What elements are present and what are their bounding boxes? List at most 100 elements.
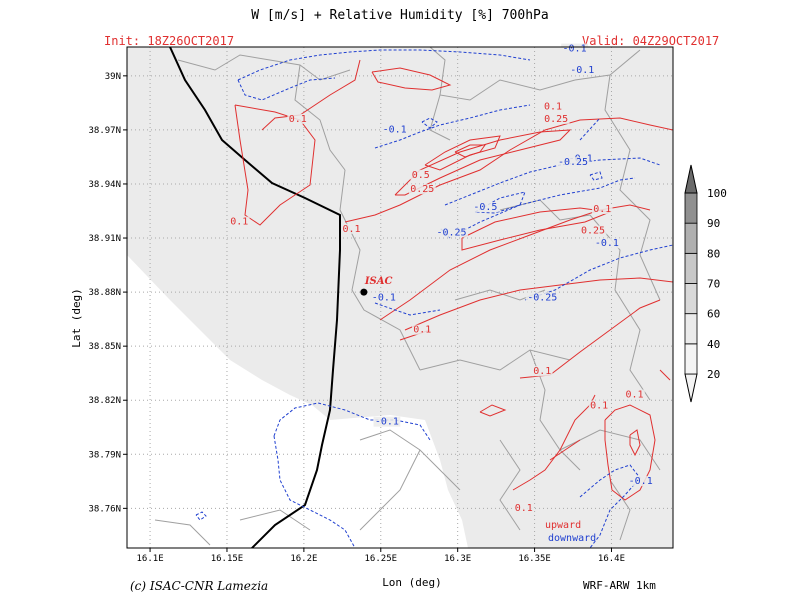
contour-label-bg [624, 389, 645, 400]
colorbar-label: 40 [707, 338, 720, 351]
y-tick-label: 38.82N [88, 396, 121, 406]
colorbar-label: 100 [707, 187, 727, 200]
contour-label-bg [471, 202, 499, 213]
contour-label-upward: 0.1 [413, 325, 431, 336]
contour-label-bg [568, 65, 596, 76]
x-axis-label: Lon (deg) [382, 576, 442, 589]
contour-label-bg [341, 223, 362, 234]
contour-label-bg [531, 366, 553, 377]
colorbar-lower-arrow [684, 373, 698, 403]
contour-label-downward: -0.1 [629, 476, 653, 487]
axis-ticks: 16.1E 16.15E 16.2E 16.25E 16.3E 16.35E 16.4E 38… [88, 72, 625, 564]
contour-label-downward: -0.25 [527, 292, 557, 303]
x-tick-label: 16.4E [598, 554, 625, 564]
contour-label-upward: 0.1 [230, 217, 248, 228]
x-tick-label: 16.1E [137, 554, 164, 564]
contour-label-upward: 0.5 [412, 170, 430, 181]
humidity-fill [127, 47, 673, 548]
contour-label-upward: 0.1 [590, 400, 608, 411]
colorbar-segment [684, 252, 698, 284]
contour-label-downward: -0.1 [383, 125, 407, 136]
colorbar-segment [684, 283, 698, 315]
contour-label-bg [370, 292, 398, 303]
contour-label-upward: 0.1 [626, 390, 644, 401]
y-tick-label: 38.85N [88, 342, 121, 352]
contour-label-bg [228, 216, 250, 227]
contour-label-bg [556, 157, 590, 168]
x-tick-label: 16.25E [365, 554, 398, 564]
colorbar-label: 20 [707, 368, 720, 381]
contour-label-bg [542, 101, 564, 112]
plot-frame [126, 46, 674, 549]
contour-label-bg [525, 292, 559, 303]
contour-label-downward: -0.1 [375, 417, 399, 428]
credit-label: (c) ISAC-CNR Lamezia [130, 579, 269, 593]
y-tick-label: 38.94N [88, 180, 121, 190]
y-tick-label: 38.91N [88, 234, 121, 244]
contour-label-upward: 0.1 [343, 224, 361, 235]
contour-label-bg [591, 203, 613, 214]
x-tick-label: 16.2E [290, 554, 317, 564]
x-tick-label: 16.3E [444, 554, 471, 564]
colorbar-segment [684, 222, 698, 254]
x-tick-label: 16.35E [518, 554, 551, 564]
valid-time: Valid: 04Z29OCT2017 [582, 34, 720, 48]
contour-label-downward: -0.25 [558, 157, 588, 168]
contour-label-bg [412, 324, 433, 335]
contour-label-downward: -0.1 [570, 65, 594, 76]
contour-labels: 0.1 0.1 0.1 0.1 0.25 0.5 0.25 0.1 0.25 0.1 0.1 0.1 0… [228, 43, 655, 514]
contour-label-downward: -0.1 [372, 292, 396, 303]
colorbar-label: 70 [707, 278, 720, 291]
contour-label-bg [513, 503, 535, 514]
contour-label-upward: 0.1 [533, 366, 551, 377]
contour-label-upward: 0.1 [515, 503, 533, 514]
coastline [169, 47, 341, 548]
downward-contours [195, 49, 673, 548]
contour-label-bg [408, 184, 436, 195]
y-tick-label: 38.97N [88, 126, 121, 136]
colorbar-segment [684, 192, 698, 224]
contour-label-upward: 0.1 [544, 101, 562, 112]
contour-label-bg [561, 43, 588, 54]
chart-title: W [m/s] + Relative Humidity [%] 700hPa [251, 8, 549, 23]
contour-label-bg [410, 169, 432, 180]
y-tick-label: 39N [105, 72, 121, 82]
contour-label-bg [373, 416, 401, 427]
contour-label-bg [579, 225, 607, 236]
contour-label-upward: 0.1 [593, 204, 611, 215]
legend-downward: downward [548, 533, 596, 544]
contour-label-bg [287, 113, 309, 124]
colorbar-upper-arrow [684, 164, 698, 194]
contour-label-downward: -0.1 [563, 44, 587, 55]
contour-label-downward: -0.25 [436, 227, 466, 238]
contour-label-bg [435, 227, 469, 238]
contour-label-upward: 0.25 [410, 184, 434, 195]
y-tick-label: 38.76N [88, 504, 121, 514]
y-axis-label: Lat (deg) [70, 288, 83, 348]
station-label: ISAC [364, 276, 393, 287]
contour-label-bg [588, 400, 610, 411]
contour-label-upward: 0.25 [581, 226, 605, 237]
contour-label-bg [542, 113, 570, 124]
init-time: Init: 18Z26OCT2017 [104, 34, 235, 48]
contour-label-upward: 0.1 [289, 114, 307, 125]
y-tick-label: 38.88N [88, 288, 121, 298]
model-label: WRF-ARW 1km [583, 579, 656, 592]
contour-label-downward: -0.1 [595, 238, 619, 249]
colorbar-segment [684, 343, 698, 375]
x-tick-label: 16.15E [211, 554, 244, 564]
map-legend: upward downward [545, 520, 596, 544]
contour-label-downward: -0.5 [473, 202, 497, 213]
colorbar-label: 80 [707, 247, 720, 260]
contour-label-bg [627, 476, 655, 487]
y-tick-label: 38.79N [88, 450, 121, 460]
contour-label-upward: 0.25 [544, 114, 568, 125]
colorbar-label: 90 [707, 217, 720, 230]
contour-label-bg [381, 124, 409, 135]
colorbar-label: 60 [707, 308, 720, 321]
colorbar: 20 40 60 70 80 90 100 [684, 164, 727, 403]
station-marker: ISAC [360, 276, 393, 296]
legend-upward: upward [545, 520, 581, 531]
contour-label-bg [593, 238, 621, 249]
